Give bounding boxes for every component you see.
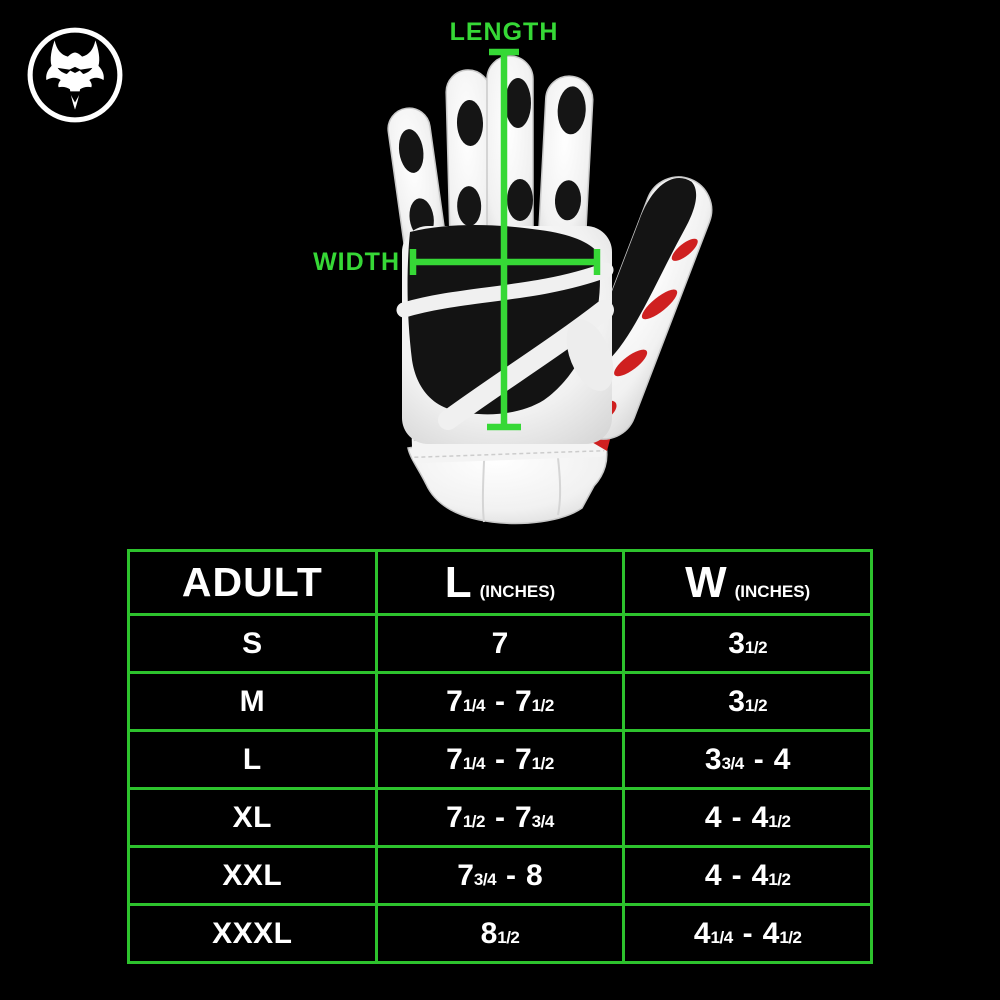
- header-adult: ADULT: [127, 549, 378, 616]
- glove-sizing-diagram: LENGTH WIDTH: [300, 10, 770, 530]
- length-cell: 7: [374, 613, 626, 674]
- table-row: L 71/4-71/2 33/4-4: [127, 729, 873, 790]
- size-cell: L: [127, 729, 378, 790]
- width-measure-line: [409, 249, 601, 275]
- width-label: WIDTH: [313, 248, 400, 276]
- length-cell: 71/4-71/2: [374, 729, 626, 790]
- table-row: S 7 31/2: [127, 613, 873, 674]
- size-cell: XXL: [127, 845, 378, 906]
- brand-logo: [24, 24, 126, 126]
- size-cell: XL: [127, 787, 378, 848]
- width-cell: 33/4-4: [622, 729, 873, 790]
- red-thumb-stripe: [614, 349, 648, 377]
- length-cell: 81/2: [374, 903, 626, 964]
- length-cell: 71/4-71/2: [374, 671, 626, 732]
- header-width: W (INCHES): [622, 549, 873, 616]
- header-width-label: W: [685, 557, 728, 607]
- width-cell: 31/2: [622, 671, 873, 732]
- table-row: XXL 73/4-8 4-41/2: [127, 845, 873, 906]
- width-cell: 31/2: [622, 613, 873, 674]
- header-length-label: L: [444, 557, 473, 607]
- table-row: XL 71/2-73/4 4-41/2: [127, 787, 873, 848]
- glove-finger-ring: [445, 69, 495, 259]
- table-row: M 71/4-71/2 31/2: [127, 671, 873, 732]
- length-measure-line: [487, 48, 521, 431]
- glove-finger-index: [537, 75, 594, 259]
- red-thumb-stripe: [671, 238, 698, 261]
- header-length: L (INCHES): [374, 549, 626, 616]
- size-cell: M: [127, 671, 378, 732]
- length-cell: 71/2-73/4: [374, 787, 626, 848]
- table-header-row: ADULT L (INCHES) W (INCHES): [127, 549, 873, 616]
- length-cell: 73/4-8: [374, 845, 626, 906]
- width-cell: 4-41/2: [622, 845, 873, 906]
- glove-illustration: LENGTH WIDTH: [313, 18, 713, 525]
- header-width-unit: (INCHES): [734, 581, 811, 601]
- red-thumb-stripe: [641, 289, 678, 320]
- size-cell: S: [127, 613, 378, 674]
- width-cell: 4-41/2: [622, 787, 873, 848]
- size-cell: XXXL: [127, 903, 378, 964]
- header-length-unit: (INCHES): [479, 581, 556, 601]
- table-row: XXXL 81/2 41/4-41/2: [127, 903, 873, 964]
- width-cell: 41/4-41/2: [622, 903, 873, 964]
- wolf-logo-icon: [27, 27, 123, 123]
- size-chart-table: ADULT L (INCHES) W (INCHES) S 7 31/2 M 71/4-71…: [127, 549, 873, 964]
- header-adult-label: ADULT: [181, 559, 323, 605]
- length-label: LENGTH: [450, 18, 559, 46]
- glove-palm: [396, 225, 614, 444]
